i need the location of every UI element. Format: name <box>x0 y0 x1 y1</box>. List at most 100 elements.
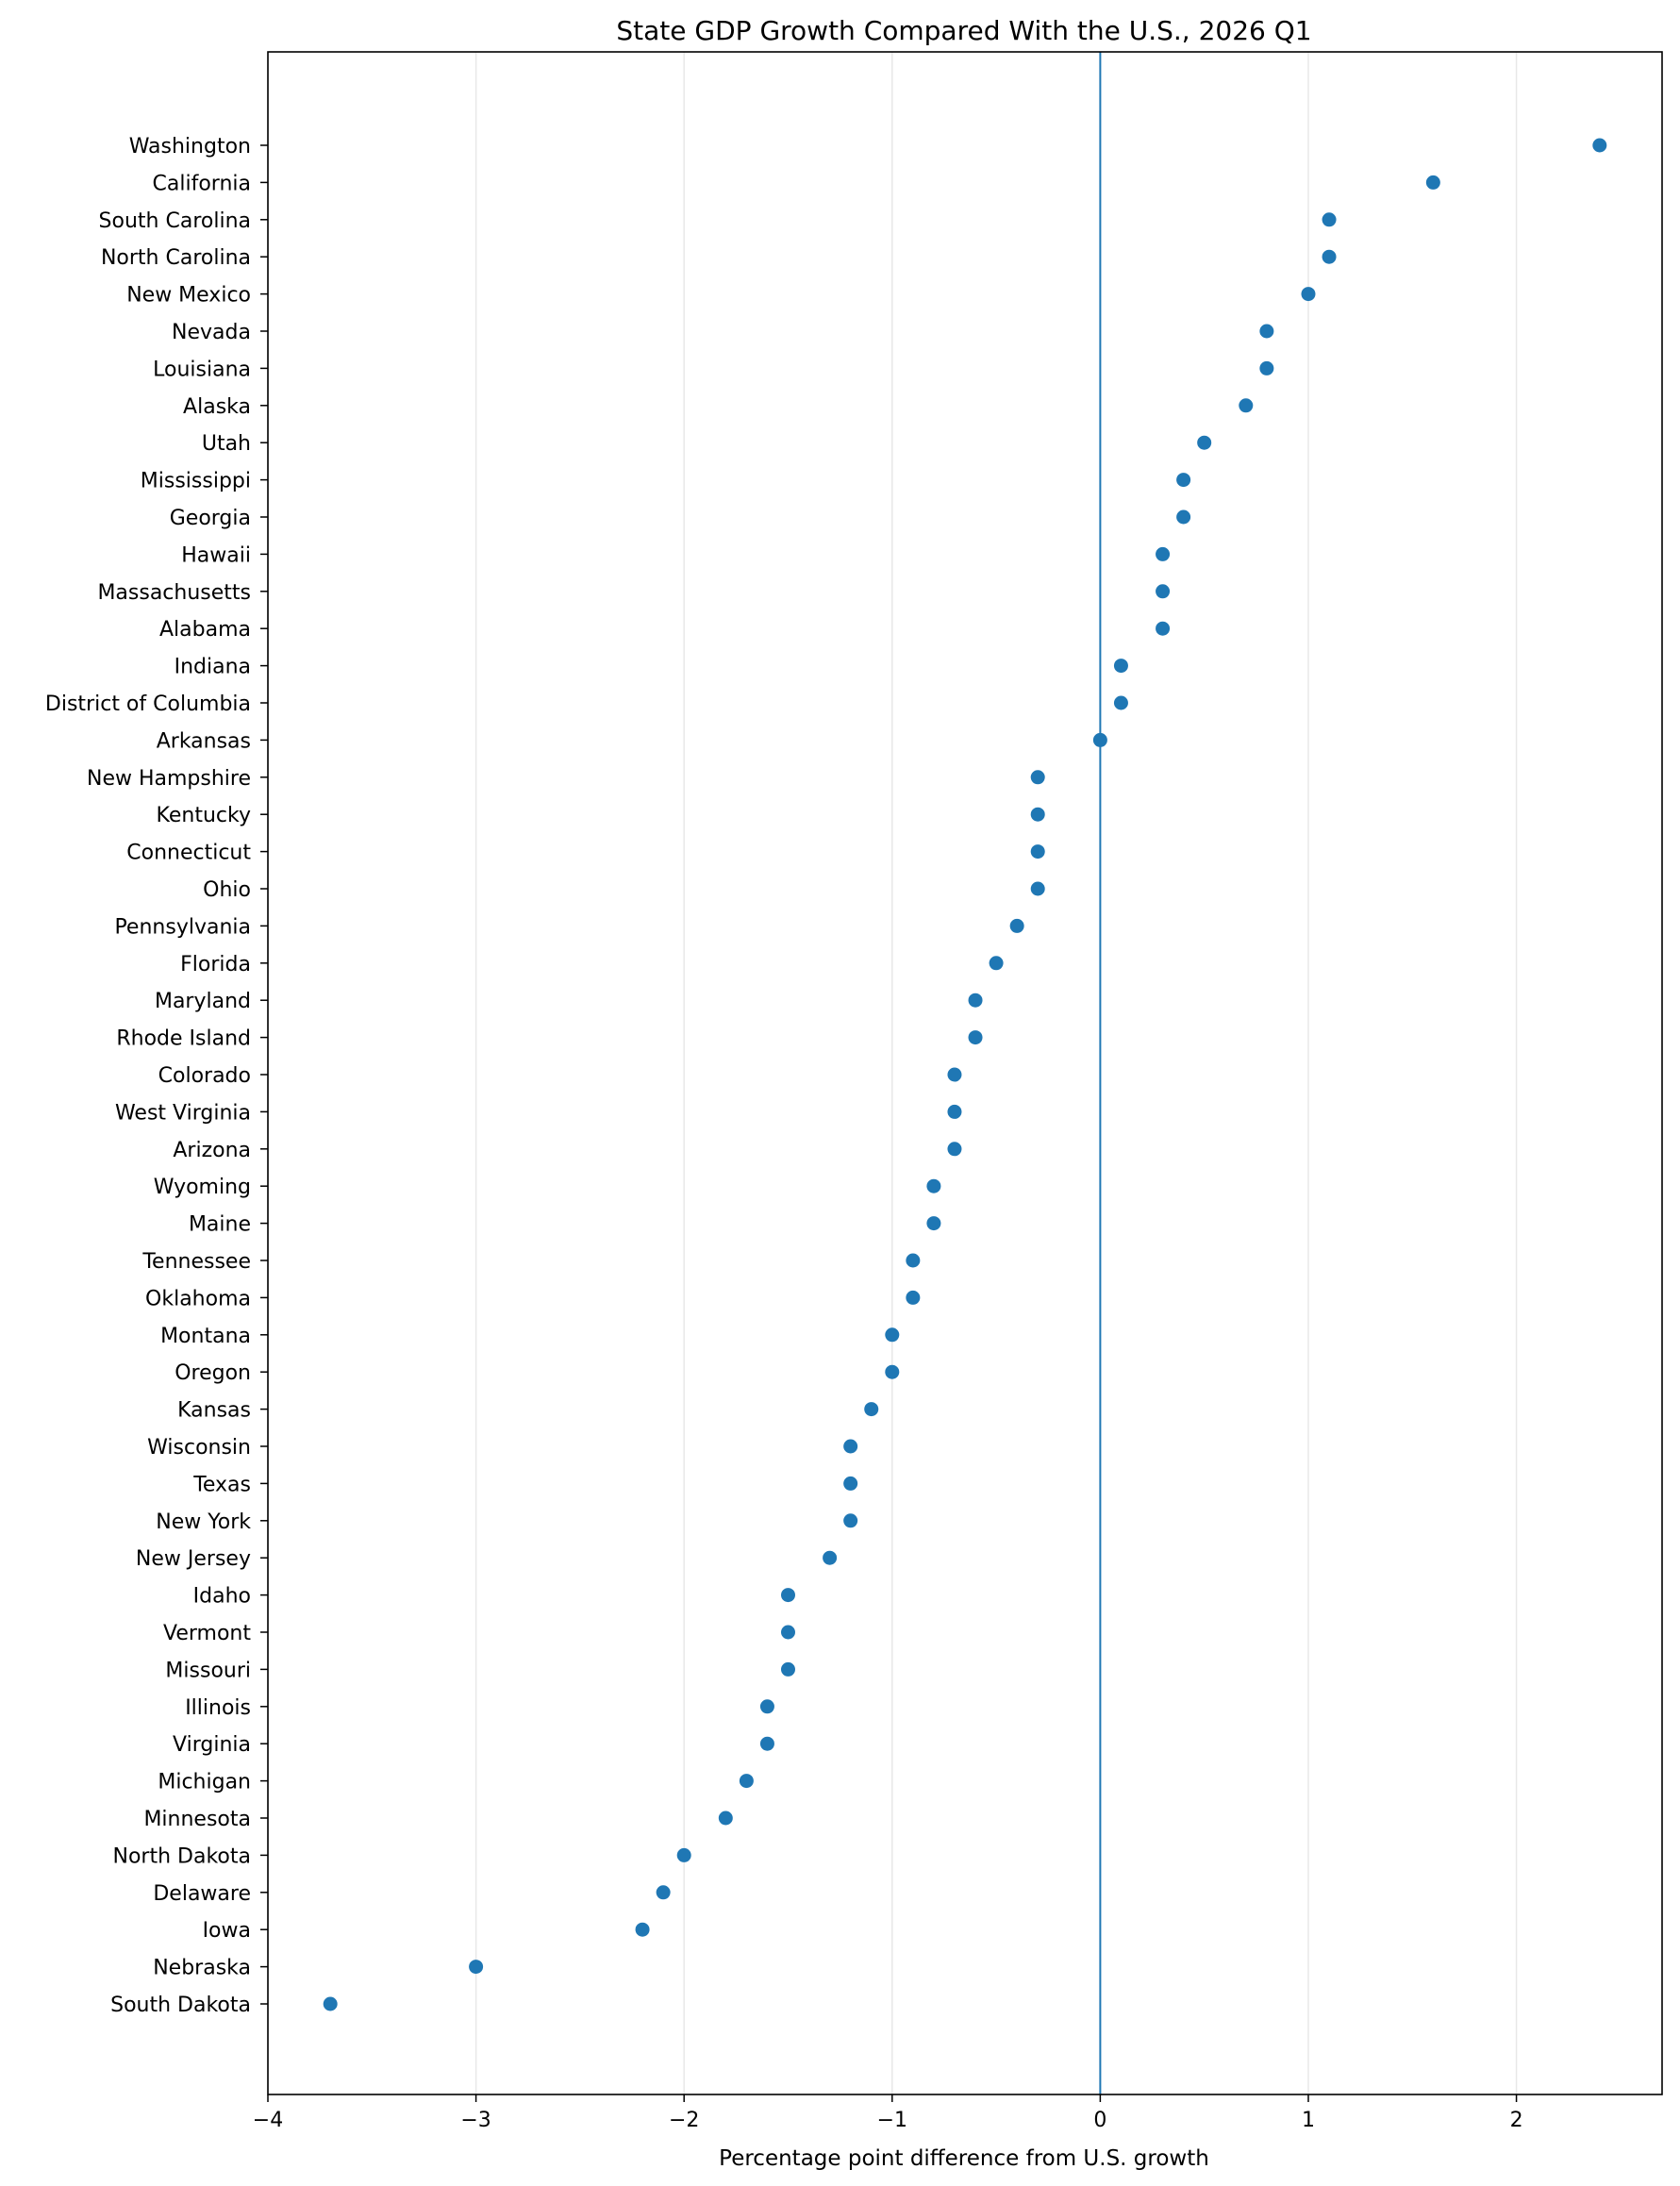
data-points <box>323 138 1607 2011</box>
x-tick-label: −3 <box>460 2109 491 2132</box>
data-point <box>864 1402 879 1417</box>
x-tick-label: −1 <box>877 2109 907 2132</box>
data-point <box>906 1253 921 1268</box>
data-point <box>759 1699 774 1714</box>
data-point <box>1322 212 1337 227</box>
data-point <box>1301 287 1316 302</box>
category-label: California <box>153 172 251 195</box>
category-label: Texas <box>192 1473 251 1496</box>
data-point <box>885 1327 900 1343</box>
category-label: South Carolina <box>99 209 251 233</box>
data-point <box>1113 695 1128 710</box>
category-label: Arizona <box>173 1139 251 1162</box>
category-label: Colorado <box>158 1064 251 1088</box>
data-point <box>635 1922 650 1937</box>
category-label: Vermont <box>163 1622 251 1645</box>
data-point <box>469 1960 484 1975</box>
category-label: Iowa <box>203 1919 251 1943</box>
category-label: Oregon <box>175 1361 251 1385</box>
data-point <box>759 1736 774 1751</box>
x-tick-label: −2 <box>669 2109 699 2132</box>
category-label: Kentucky <box>157 804 251 827</box>
data-point <box>1030 881 1045 896</box>
category-label: Connecticut <box>126 842 251 865</box>
category-label: Pennsylvania <box>114 915 251 939</box>
category-label: New Hampshire <box>87 767 251 791</box>
x-tick-label: −4 <box>253 2109 283 2132</box>
category-label: North Dakota <box>113 1844 251 1868</box>
category-labels: Washington California South Carolina North … <box>45 135 268 2017</box>
category-label: Georgia <box>170 507 251 530</box>
category-label: Arkansas <box>157 729 251 753</box>
data-point <box>1592 138 1607 153</box>
plot-frame <box>267 51 1663 2095</box>
data-point <box>843 1513 858 1528</box>
category-label: Oklahoma <box>145 1287 251 1310</box>
category-label: Virginia <box>173 1733 251 1757</box>
x-tick-label: 1 <box>1302 2109 1315 2132</box>
category-label: South Dakota <box>110 1994 251 2017</box>
data-point <box>1239 398 1254 413</box>
category-label: District of Columbia <box>45 693 251 716</box>
category-label: Wyoming <box>154 1176 251 1199</box>
data-point <box>968 993 983 1008</box>
category-label: Michigan <box>158 1771 251 1794</box>
data-point <box>1259 324 1274 339</box>
category-label: Mississippi <box>141 470 251 493</box>
category-label: Indiana <box>175 656 251 679</box>
data-point <box>1176 473 1191 488</box>
category-label: Idaho <box>193 1585 251 1609</box>
data-point <box>780 1588 795 1603</box>
data-point <box>947 1142 962 1157</box>
category-label: Delaware <box>153 1882 251 1906</box>
category-label: Nebraska <box>153 1957 251 1980</box>
category-label: New Jersey <box>136 1547 251 1571</box>
category-label: Kansas <box>177 1399 251 1423</box>
data-point <box>323 1996 338 2011</box>
category-label: Hawaii <box>181 543 251 567</box>
category-label: New York <box>156 1510 251 1534</box>
category-label: Rhode Island <box>116 1027 251 1051</box>
data-point <box>1113 659 1128 674</box>
data-point <box>718 1811 733 1826</box>
category-label: Montana <box>160 1325 251 1348</box>
data-point <box>926 1216 941 1231</box>
category-label: Louisiana <box>153 358 251 381</box>
data-point <box>885 1364 900 1379</box>
x-tick-label: 2 <box>1510 2109 1523 2132</box>
category-label: Alabama <box>159 618 251 642</box>
data-point <box>1030 770 1045 785</box>
category-label: Maryland <box>155 990 251 1013</box>
data-point <box>1009 918 1024 933</box>
category-label: Wisconsin <box>147 1436 251 1460</box>
category-label: Utah <box>202 432 251 456</box>
data-point <box>1156 621 1171 636</box>
data-point <box>656 1885 671 1900</box>
category-label: Maine <box>189 1213 251 1237</box>
data-point <box>1176 509 1191 525</box>
data-point <box>1322 249 1337 264</box>
category-label: Washington <box>129 135 251 159</box>
category-label: North Carolina <box>101 246 251 270</box>
category-label: New Mexico <box>126 284 251 308</box>
data-point <box>1030 807 1045 822</box>
data-point <box>780 1661 795 1677</box>
data-point <box>906 1290 921 1305</box>
data-point <box>989 956 1004 971</box>
data-point <box>926 1178 941 1193</box>
data-point <box>1030 844 1045 859</box>
data-point <box>843 1439 858 1454</box>
category-label: Missouri <box>165 1659 251 1682</box>
data-point <box>947 1067 962 1082</box>
category-label: Florida <box>180 953 251 976</box>
x-axis-ticks: −4 −3 −2 −1 0 1 2 <box>253 2094 1523 2132</box>
category-label: Massachusetts <box>97 581 251 605</box>
category-label: Illinois <box>185 1696 251 1720</box>
data-point <box>1092 732 1107 747</box>
category-label: West Virginia <box>115 1101 251 1125</box>
data-point <box>968 1030 983 1045</box>
data-point <box>843 1476 858 1491</box>
data-point <box>1197 435 1212 450</box>
